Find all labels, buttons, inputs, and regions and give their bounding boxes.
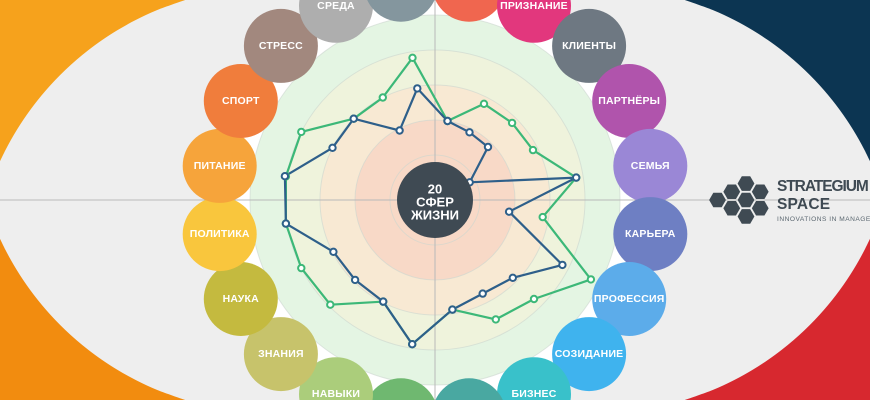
svg-text:БИЗНЕС: БИЗНЕС bbox=[511, 388, 556, 400]
svg-text:ЖИЗНИ: ЖИЗНИ bbox=[410, 208, 459, 223]
svg-text:STRATEGIUM: STRATEGIUM bbox=[777, 178, 869, 195]
svg-text:КЛИЕНТЫ: КЛИЕНТЫ bbox=[562, 40, 616, 52]
svg-text:ПОЛИТИКА: ПОЛИТИКА bbox=[190, 228, 250, 240]
svg-text:ПРИЗНАНИЕ: ПРИЗНАНИЕ bbox=[500, 0, 568, 12]
svg-text:СПОРТ: СПОРТ bbox=[222, 95, 260, 107]
svg-text:СТРЕСС: СТРЕСС bbox=[259, 40, 303, 52]
svg-text:SPACE: SPACE bbox=[777, 196, 830, 213]
svg-text:НАВЫКИ: НАВЫКИ bbox=[312, 388, 360, 400]
svg-text:ПИТАНИЕ: ПИТАНИЕ bbox=[194, 160, 246, 172]
svg-text:КАРЬЕРА: КАРЬЕРА bbox=[625, 228, 676, 240]
svg-text:СЕМЬЯ: СЕМЬЯ bbox=[631, 160, 670, 172]
svg-text:ПРОФЕССИЯ: ПРОФЕССИЯ bbox=[594, 293, 665, 305]
svg-text:НАУКА: НАУКА bbox=[223, 293, 260, 305]
svg-text:СРЕДА: СРЕДА bbox=[317, 0, 355, 12]
svg-text:INNOVATIONS IN MANAGEMENT: INNOVATIONS IN MANAGEMENT bbox=[777, 216, 870, 223]
svg-text:ЗНАНИЯ: ЗНАНИЯ bbox=[258, 348, 304, 360]
svg-text:СОЗИДАНИЕ: СОЗИДАНИЕ bbox=[555, 348, 624, 360]
svg-text:ПАРТНЁРЫ: ПАРТНЁРЫ bbox=[598, 94, 660, 107]
